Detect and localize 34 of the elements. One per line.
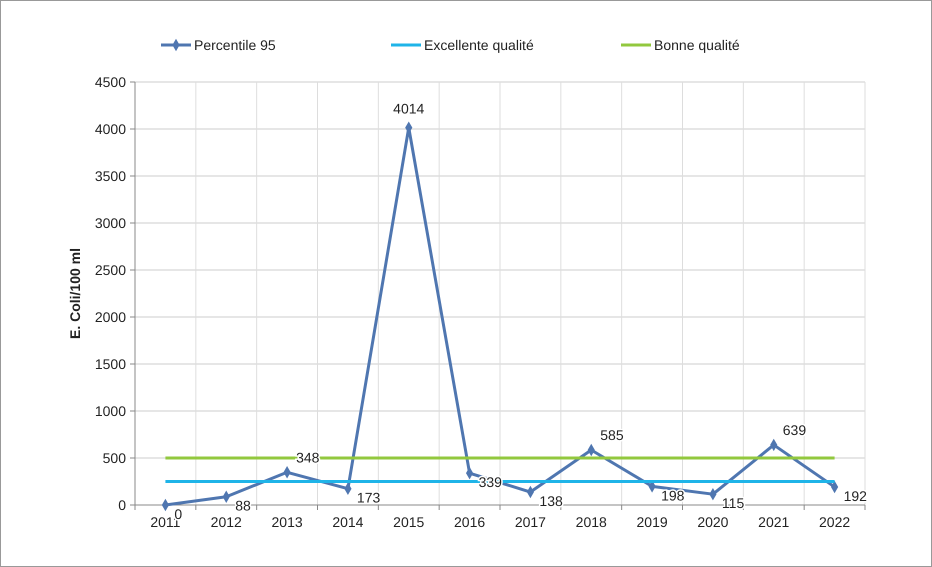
data-label: 173: [356, 490, 380, 506]
y-axis-title: E. Coli/100 ml: [67, 248, 83, 340]
y-tick-label: 1500: [94, 356, 126, 372]
legend-label: Bonne qualité: [654, 36, 740, 53]
y-tick-label: 1000: [94, 402, 126, 419]
x-tick-label: 2017: [514, 514, 546, 530]
data-label: 115: [722, 495, 744, 512]
x-tick-label: 2014: [332, 514, 364, 530]
data-label: 4014: [393, 100, 425, 117]
data-label: 639: [782, 422, 806, 438]
x-tick-label: 2015: [393, 514, 425, 530]
y-tick-label: 500: [102, 450, 126, 466]
data-label: 198: [661, 487, 685, 504]
x-tick-label: 2018: [576, 514, 608, 530]
legend-label: Percentile 95: [194, 36, 276, 53]
data-label: 585: [600, 427, 624, 444]
y-tick-label: 2500: [94, 262, 126, 278]
y-tick-label: 0: [118, 496, 126, 513]
data-label: 88: [235, 498, 252, 514]
y-tick-label: 4000: [94, 120, 126, 137]
y-tick-label: 3500: [94, 168, 126, 184]
y-tick-label: 2000: [94, 308, 126, 325]
data-label: 138: [539, 493, 563, 510]
x-tick-label: 2016: [454, 514, 486, 530]
y-tick-label: 4500: [94, 74, 126, 90]
x-tick-label: 2021: [758, 514, 790, 530]
x-tick-label: 2020: [697, 514, 729, 530]
y-tick-label: 3000: [94, 214, 126, 231]
data-label: 192: [844, 488, 868, 504]
x-tick-label: 2019: [636, 514, 668, 530]
x-tick-label: 2022: [819, 514, 850, 530]
legend-label: Excellente qualité: [424, 36, 534, 53]
x-tick-label: 2013: [272, 514, 303, 530]
x-tick-label: 2012: [210, 514, 242, 530]
